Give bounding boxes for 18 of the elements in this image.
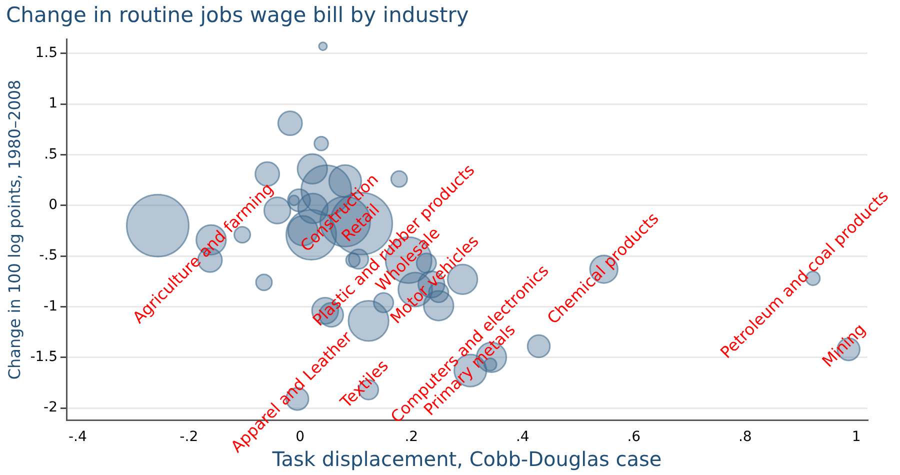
y-tick-label: -1 — [44, 298, 58, 314]
x-tick-label: -.4 — [68, 429, 87, 446]
y-tick-label: -.5 — [39, 248, 58, 264]
y-axis-title: Change in 100 log points, 1980–2008 — [4, 80, 24, 380]
x-tick-label: .2 — [404, 429, 418, 446]
y-tick-label: 0 — [48, 197, 58, 214]
x-tick-label: 1 — [852, 429, 861, 446]
x-tick-label: -.2 — [180, 429, 198, 446]
y-tick-label: 1 — [48, 96, 58, 112]
y-tick-label: .5 — [44, 146, 58, 162]
y-tick-label: 1.5 — [35, 45, 58, 62]
x-tick-label: .8 — [738, 429, 752, 446]
x-tick-label: .6 — [627, 429, 641, 446]
y-tick-label: -2 — [44, 400, 58, 416]
x-tick-label: 0 — [296, 429, 305, 446]
x-tick-label: .4 — [516, 429, 530, 446]
chart-title: Change in routine jobs wage bill by industry — [6, 3, 469, 28]
y-tick-label: -1.5 — [30, 349, 58, 366]
